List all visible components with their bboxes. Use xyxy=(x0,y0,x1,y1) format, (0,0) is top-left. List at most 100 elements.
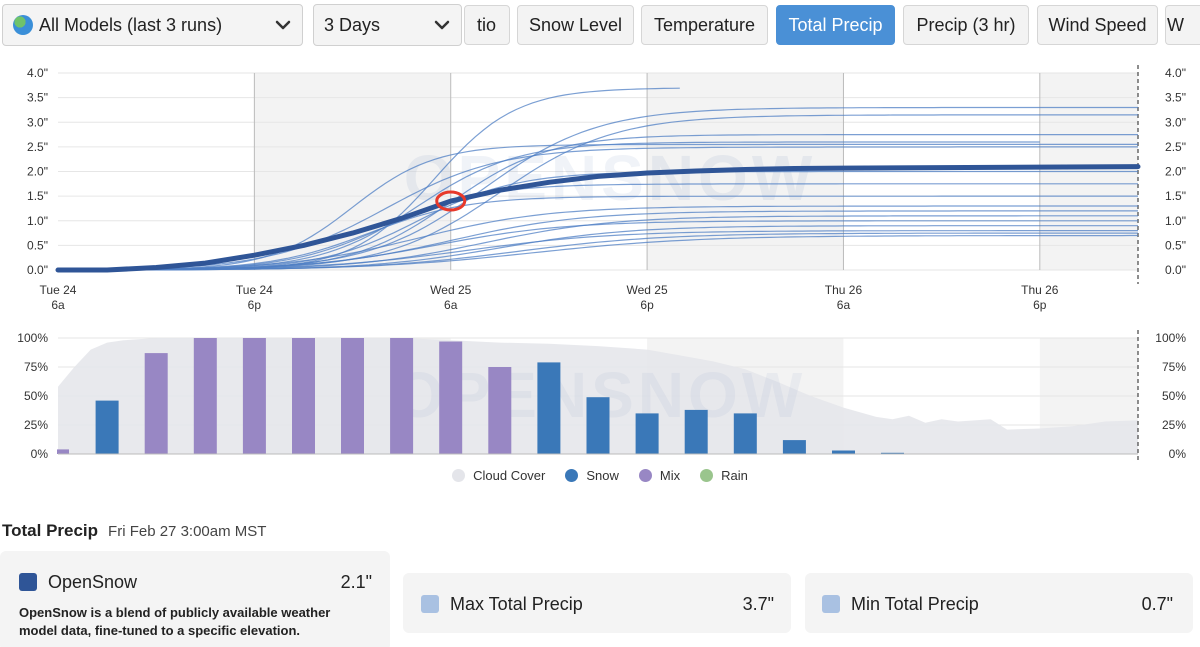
model-line xyxy=(58,234,1138,271)
legend-label: Snow xyxy=(586,468,619,483)
opensnow-description: OpenSnow is a blend of publicly availabl… xyxy=(19,605,331,638)
y-tick-label-right: 1.5" xyxy=(1165,189,1186,203)
x-tick-time: 6a xyxy=(837,298,851,312)
chevron-down-icon xyxy=(434,20,450,30)
opensnow-value: 2.1" xyxy=(340,572,372,592)
tab-total-precip[interactable]: Total Precip xyxy=(776,5,895,45)
y-tick-label-left: 0.5" xyxy=(27,238,48,252)
y-tick-label-left: 3.0" xyxy=(27,115,48,129)
x-tick-day: Thu 26 xyxy=(825,283,863,297)
bar-snow xyxy=(881,452,904,454)
days-select-value: 3 Days xyxy=(324,14,381,35)
y-tick-label-left: 3.5" xyxy=(27,91,48,105)
bar-snow xyxy=(537,362,561,454)
model-select[interactable]: All Models (last 3 runs) xyxy=(2,4,303,46)
opensnow-label: OpenSnow xyxy=(48,572,138,592)
tab-label: tio xyxy=(477,14,497,35)
tab-snow-level[interactable]: Snow Level xyxy=(517,5,634,45)
y-tick-label-right: 0% xyxy=(1169,447,1187,461)
max-precip-label: Max Total Precip xyxy=(450,594,583,614)
min-precip-swatch xyxy=(822,595,840,613)
y-tick-label-right: 2.5" xyxy=(1165,140,1186,154)
legend-label: Cloud Cover xyxy=(473,468,546,483)
min-precip-card: Min Total Precip 0.7" xyxy=(805,573,1193,633)
opensnow-swatch xyxy=(19,573,37,591)
y-tick-label-right: 3.0" xyxy=(1165,115,1186,129)
legend-item-snow[interactable]: Snow xyxy=(565,468,619,483)
bar-snow xyxy=(733,413,757,454)
opensnow-line xyxy=(55,164,1141,273)
summary-datetime: Fri Feb 27 3:00am MST xyxy=(108,523,267,540)
x-tick-time: 6p xyxy=(640,298,654,312)
y-tick-label-left: 4.0" xyxy=(27,66,48,80)
opensnow-card: OpenSnow 2.1" OpenSnow is a blend of pub… xyxy=(0,551,390,647)
x-tick-day: Tue 24 xyxy=(236,283,273,297)
model-line xyxy=(58,195,1138,271)
bar-mix xyxy=(57,449,69,454)
x-tick-time: 6p xyxy=(248,298,262,312)
y-tick-label-right: 0.5" xyxy=(1165,238,1186,252)
legend-swatch xyxy=(565,469,579,482)
bar-mix xyxy=(488,367,512,454)
y-tick-label-right: 50% xyxy=(1162,389,1186,403)
y-tick-label-right: 75% xyxy=(1162,360,1186,374)
legend-swatch xyxy=(452,469,466,482)
globe-icon xyxy=(13,15,33,35)
legend-label: Mix xyxy=(659,468,681,483)
tab-label: Total Precip xyxy=(788,14,883,35)
y-tick-label-left: 25% xyxy=(24,418,48,432)
max-precip-swatch xyxy=(421,595,439,613)
toolbar: All Models (last 3 runs) 3 Days tio Snow… xyxy=(0,0,1200,50)
tab-snow-ratio[interactable]: tio xyxy=(464,5,510,45)
y-tick-label-left: 1.5" xyxy=(27,189,48,203)
bar-mix xyxy=(341,338,364,454)
tab-label: Precip (3 hr) xyxy=(916,14,1016,35)
y-tick-label-left: 75% xyxy=(24,360,48,374)
y-tick-label-left: 100% xyxy=(17,331,48,345)
y-tick-label-right: 4.0" xyxy=(1165,66,1186,80)
model-line xyxy=(57,146,1138,271)
bar-snow xyxy=(684,409,708,454)
max-precip-card: Max Total Precip 3.7" xyxy=(403,573,791,633)
min-precip-value: 0.7" xyxy=(1141,594,1173,614)
x-tick-day: Wed 25 xyxy=(627,283,668,297)
legend-item-cloud-cover[interactable]: Cloud Cover xyxy=(452,468,545,483)
bar-snow xyxy=(782,440,806,454)
days-select[interactable]: 3 Days xyxy=(313,4,462,46)
legend-item-rain[interactable]: Rain xyxy=(700,468,748,483)
tab-label: Wind Speed xyxy=(1048,14,1147,35)
y-tick-label-left: 0.0" xyxy=(27,263,48,277)
bar-snow xyxy=(586,397,610,454)
x-tick-time: 6p xyxy=(1033,298,1047,312)
y-tick-label-left: 2.5" xyxy=(27,140,48,154)
y-tick-label-right: 3.5" xyxy=(1165,91,1186,105)
chevron-down-icon xyxy=(275,20,291,30)
x-tick-day: Tue 24 xyxy=(40,283,77,297)
y-tick-label-right: 100% xyxy=(1155,331,1186,345)
summary-header: Total Precip Fri Feb 27 3:00am MST xyxy=(2,521,266,541)
tab-label: Temperature xyxy=(653,14,756,35)
chart-legend: Cloud Cover Snow Mix Rain xyxy=(0,468,1200,483)
tab-wind-direction[interactable]: W xyxy=(1165,5,1200,45)
legend-item-mix[interactable]: Mix xyxy=(638,468,681,483)
model-line xyxy=(58,232,1138,271)
bar-mix xyxy=(439,341,463,454)
tab-precip-3hr[interactable]: Precip (3 hr) xyxy=(903,5,1029,45)
x-tick-time: 6a xyxy=(444,298,458,312)
summary-title: Total Precip xyxy=(2,521,99,540)
tab-temperature[interactable]: Temperature xyxy=(641,5,768,45)
y-tick-label-left: 2.0" xyxy=(27,165,48,179)
bar-mix xyxy=(144,353,168,454)
legend-swatch xyxy=(700,469,714,482)
model-select-value: All Models (last 3 runs) xyxy=(39,14,223,35)
tab-wind-speed[interactable]: Wind Speed xyxy=(1037,5,1158,45)
y-tick-label-right: 25% xyxy=(1162,418,1186,432)
y-tick-label-right: 2.0" xyxy=(1165,165,1186,179)
model-line xyxy=(58,205,1138,271)
bar-snow xyxy=(635,413,659,454)
model-line xyxy=(58,220,1138,271)
y-tick-label-right: 1.0" xyxy=(1165,214,1186,228)
bar-mix xyxy=(242,338,266,454)
highlight-marker xyxy=(435,190,467,212)
bar-mix xyxy=(390,338,414,454)
